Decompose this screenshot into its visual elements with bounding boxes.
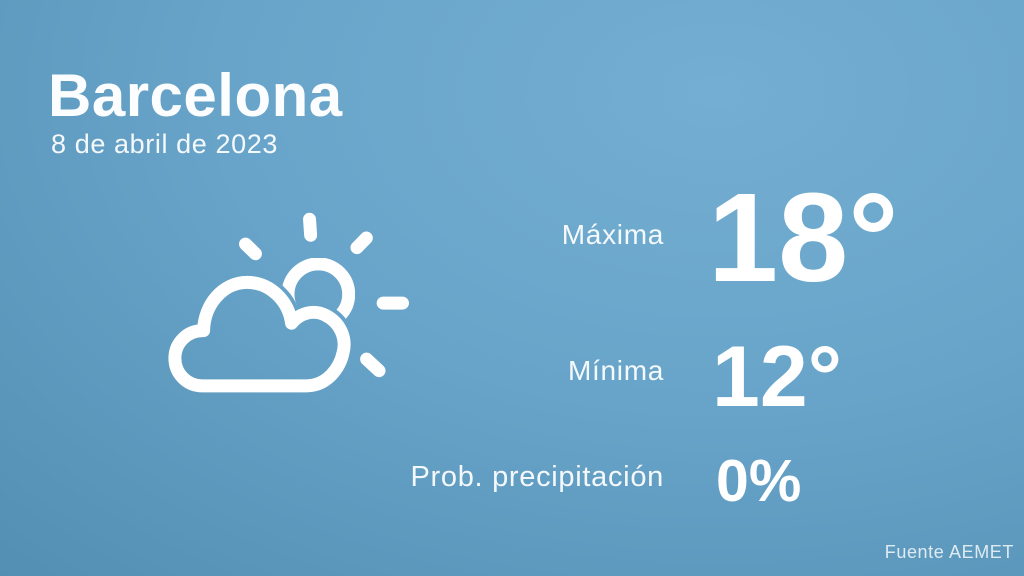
precipitation-label: Prob. precipitación [410,461,664,493]
source-attribution: Fuente AEMET [884,542,1014,562]
forecast-date: 8 de abril de 2023 [51,129,278,159]
precipitation-value: 0% [716,448,802,514]
max-temp-label: Máxima [561,219,664,250]
sun-behind-cloud-icon [150,190,426,430]
max-temp-value: 18° [708,167,899,308]
min-temp-label: Mínima [568,355,664,386]
page-title: Barcelona [48,62,343,129]
min-temp-value: 12° [712,329,843,425]
